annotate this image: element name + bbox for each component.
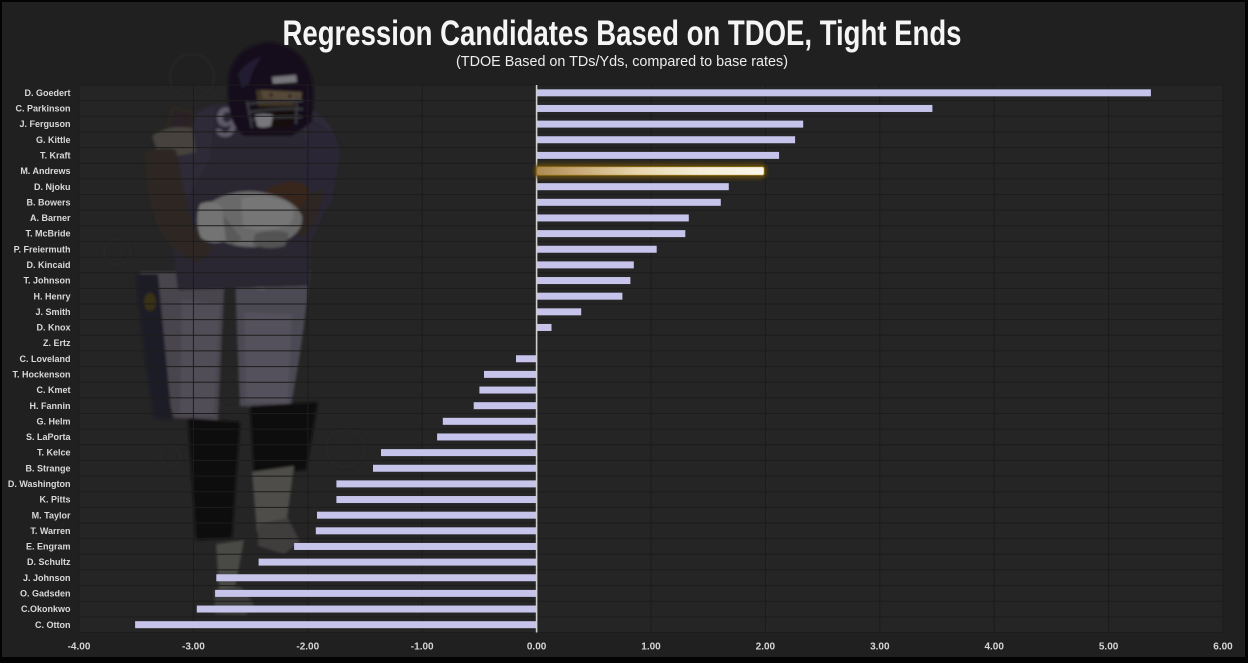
svg-text:D. Goedert: D. Goedert bbox=[24, 88, 70, 98]
svg-text:C. Otton: C. Otton bbox=[35, 620, 71, 630]
svg-text:-1.00: -1.00 bbox=[411, 642, 434, 653]
svg-text:1.00: 1.00 bbox=[641, 642, 661, 653]
svg-text:C. Kmet: C. Kmet bbox=[36, 385, 70, 395]
svg-text:C.Okonkwo: C.Okonkwo bbox=[21, 604, 71, 614]
svg-text:5.00: 5.00 bbox=[1099, 642, 1119, 653]
svg-text:M. Andrews: M. Andrews bbox=[20, 166, 70, 176]
svg-text:0.00: 0.00 bbox=[527, 642, 547, 653]
svg-text:T. Hockenson: T. Hockenson bbox=[12, 369, 70, 379]
svg-text:O. Gadsden: O. Gadsden bbox=[20, 588, 71, 598]
svg-text:A. Barner: A. Barner bbox=[30, 213, 71, 223]
svg-text:D. Njoku: D. Njoku bbox=[34, 182, 71, 192]
svg-text:Z. Ertz: Z. Ertz bbox=[43, 338, 71, 348]
svg-text:C. Loveland: C. Loveland bbox=[19, 354, 70, 364]
svg-text:T. Kelce: T. Kelce bbox=[37, 448, 71, 458]
svg-text:T. McBride: T. McBride bbox=[25, 229, 70, 239]
svg-text:E. Engram: E. Engram bbox=[26, 542, 71, 552]
svg-text:4.00: 4.00 bbox=[984, 642, 1004, 653]
svg-text:D. Schultz: D. Schultz bbox=[27, 557, 71, 567]
svg-text:H. Fannin: H. Fannin bbox=[30, 401, 71, 411]
svg-text:-3.00: -3.00 bbox=[182, 642, 205, 653]
svg-text:D. Knox: D. Knox bbox=[36, 323, 70, 333]
svg-text:3.00: 3.00 bbox=[870, 642, 890, 653]
svg-text:B. Strange: B. Strange bbox=[25, 463, 70, 473]
svg-text:T. Warren: T. Warren bbox=[30, 526, 70, 536]
svg-text:B. Bowers: B. Bowers bbox=[26, 197, 70, 207]
svg-text:(TDOE Based on TDs/Yds, compar: (TDOE Based on TDs/Yds, compared to base… bbox=[456, 53, 788, 70]
svg-text:-4.00: -4.00 bbox=[68, 642, 91, 653]
svg-text:H. Henry: H. Henry bbox=[33, 291, 70, 301]
svg-text:2.00: 2.00 bbox=[756, 642, 776, 653]
svg-text:T. Kraft: T. Kraft bbox=[40, 150, 71, 160]
svg-text:G. Helm: G. Helm bbox=[36, 416, 70, 426]
svg-text:-2.00: -2.00 bbox=[296, 642, 319, 653]
svg-text:M. Taylor: M. Taylor bbox=[32, 510, 71, 520]
svg-text:D. Kincaid: D. Kincaid bbox=[26, 260, 70, 270]
svg-text:G. Kittle: G. Kittle bbox=[36, 135, 71, 145]
svg-text:D. Washington: D. Washington bbox=[8, 479, 71, 489]
svg-text:C. Parkinson: C. Parkinson bbox=[15, 104, 70, 114]
svg-text:J. Ferguson: J. Ferguson bbox=[19, 119, 70, 129]
svg-text:J. Smith: J. Smith bbox=[35, 307, 70, 317]
svg-text:6.00: 6.00 bbox=[1213, 642, 1233, 653]
svg-text:T. Johnson: T. Johnson bbox=[24, 276, 71, 286]
svg-text:S. LaPorta: S. LaPorta bbox=[26, 432, 72, 442]
svg-text:Regression Candidates Based on: Regression Candidates Based on TDOE, Tig… bbox=[283, 14, 962, 53]
svg-text:K. Pitts: K. Pitts bbox=[39, 495, 70, 505]
svg-text:J. Johnson: J. Johnson bbox=[23, 573, 71, 583]
svg-text:P. Freiermuth: P. Freiermuth bbox=[14, 244, 71, 254]
